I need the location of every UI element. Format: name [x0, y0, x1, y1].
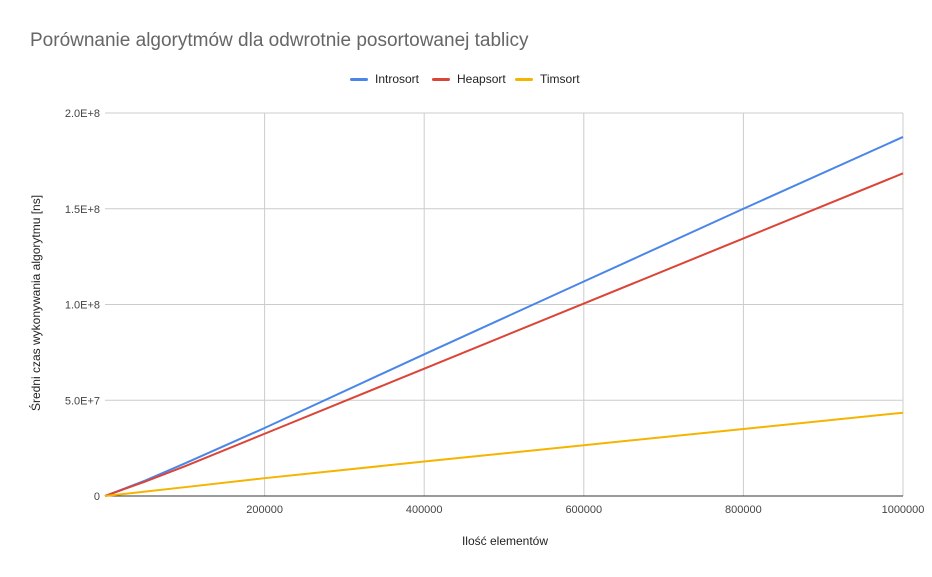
x-tick-label: 400000: [406, 504, 443, 516]
legend-item-timsort[interactable]: Timsort: [515, 70, 580, 88]
legend-item-heapsort[interactable]: Heapsort: [432, 70, 506, 88]
legend-swatch-timsort: [515, 77, 533, 81]
legend-swatch-heapsort: [432, 77, 450, 81]
legend-label-introsort: Introsort: [375, 72, 420, 86]
axes: 0 5.0E+7 1.0E+8 1.5E+8 2.0E+8 200000 400000 600…: [65, 108, 925, 516]
y-tick-label: 1.0E+8: [65, 300, 100, 312]
grid: [105, 112, 904, 496]
y-axis-title: Średni czas wykonywania algorytmu [ns]: [28, 195, 43, 411]
x-tick-label: 800000: [725, 504, 762, 516]
x-axis-title: Ilość elementów: [462, 534, 548, 548]
chart-title: Porównanie algorytmów dla odwrotnie poso…: [30, 30, 529, 51]
series: [104, 136, 904, 497]
legend: Introsort Heapsort Timsort: [0, 70, 932, 88]
x-tick-label: 1000000: [882, 504, 925, 516]
legend-label-heapsort: Heapsort: [457, 72, 506, 86]
y-tick-label: 2.0E+8: [65, 108, 100, 120]
legend-item-introsort[interactable]: Introsort: [350, 70, 419, 88]
series-line-timsort: [104, 411, 904, 497]
x-tick-label: 600000: [565, 504, 602, 516]
x-tick-label: 200000: [246, 504, 283, 516]
series-line-heapsort: [104, 172, 904, 497]
legend-swatch-introsort: [350, 77, 368, 81]
series-line-introsort: [104, 136, 904, 497]
y-tick-label: 1.5E+8: [65, 204, 100, 216]
legend-label-timsort: Timsort: [540, 72, 580, 86]
y-tick-label: 5.0E+7: [65, 395, 100, 407]
y-tick-label: 0: [94, 491, 100, 503]
